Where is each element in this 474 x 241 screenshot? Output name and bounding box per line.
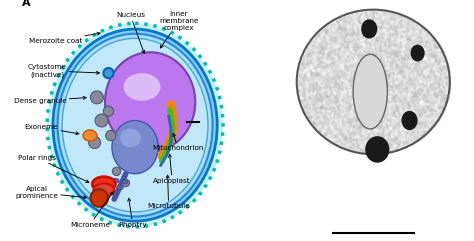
Bar	[422, 140, 474, 188]
Text: Inner
membrane
complex: Inner membrane complex	[159, 11, 199, 48]
Ellipse shape	[89, 136, 100, 148]
Ellipse shape	[91, 189, 108, 207]
Text: Exoneme: Exoneme	[25, 124, 79, 135]
Ellipse shape	[365, 136, 389, 163]
Ellipse shape	[57, 34, 213, 216]
Ellipse shape	[93, 183, 114, 196]
Ellipse shape	[112, 167, 121, 175]
Ellipse shape	[401, 111, 418, 130]
Bar	[273, 140, 313, 188]
Text: Mitochondrion: Mitochondrion	[152, 133, 203, 151]
Ellipse shape	[47, 23, 223, 227]
Bar	[329, 149, 418, 181]
Ellipse shape	[91, 91, 103, 104]
Ellipse shape	[95, 114, 108, 127]
Ellipse shape	[410, 45, 425, 61]
Text: Apical
prominence: Apical prominence	[15, 186, 86, 199]
Ellipse shape	[53, 29, 217, 221]
Text: Nucleus: Nucleus	[116, 12, 145, 53]
Ellipse shape	[124, 73, 161, 101]
Text: Rhoptry: Rhoptry	[118, 198, 147, 228]
Text: 0.5μm: 0.5μm	[362, 221, 385, 227]
Ellipse shape	[92, 177, 116, 192]
Text: Cytostome
(inactive): Cytostome (inactive)	[27, 64, 100, 78]
Text: 0.1μm: 0.1μm	[182, 110, 204, 116]
Ellipse shape	[117, 186, 123, 190]
Ellipse shape	[106, 130, 116, 141]
Ellipse shape	[122, 180, 128, 184]
Text: Microtubule: Microtubule	[147, 175, 190, 209]
Ellipse shape	[108, 187, 114, 191]
Ellipse shape	[353, 54, 387, 129]
Ellipse shape	[62, 38, 208, 212]
Text: Polar rings: Polar rings	[18, 154, 89, 182]
Text: Dense granule: Dense granule	[14, 96, 86, 104]
Ellipse shape	[105, 52, 195, 152]
Ellipse shape	[112, 120, 158, 174]
Text: Apicoplast: Apicoplast	[153, 154, 191, 184]
Text: Merozoite coat: Merozoite coat	[28, 32, 100, 44]
Ellipse shape	[122, 179, 129, 187]
Ellipse shape	[103, 68, 114, 78]
Text: B: B	[329, 220, 337, 230]
Ellipse shape	[112, 178, 119, 183]
Ellipse shape	[361, 19, 377, 39]
Ellipse shape	[120, 128, 141, 147]
Bar	[273, 140, 474, 241]
Text: A: A	[22, 0, 30, 8]
Text: Microneme: Microneme	[70, 192, 113, 228]
Ellipse shape	[103, 106, 114, 116]
Ellipse shape	[83, 130, 97, 141]
